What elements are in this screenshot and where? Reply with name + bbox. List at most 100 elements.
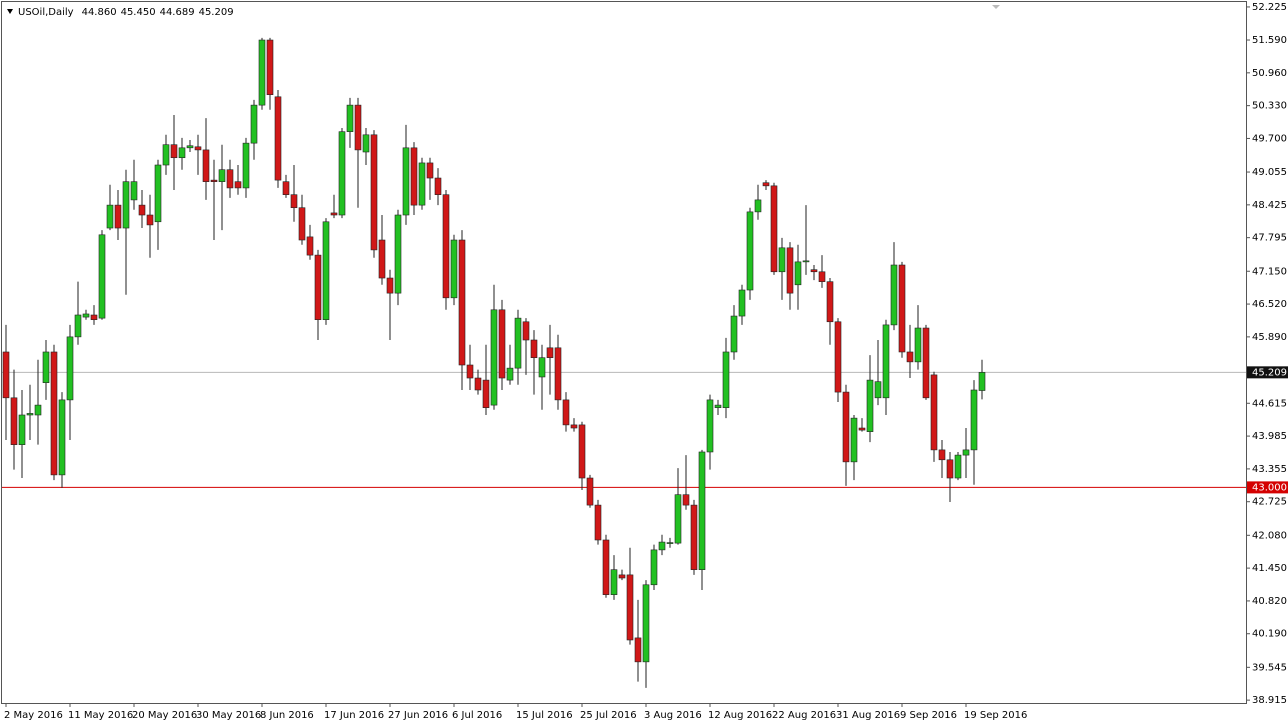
candle-body: [258, 39, 266, 106]
candle-body: [338, 131, 346, 216]
candle-body: [410, 147, 418, 206]
candle-body: [890, 264, 898, 326]
candle-body: [634, 637, 642, 663]
candle-body: [314, 254, 322, 320]
candle-body: [794, 261, 802, 286]
candle-body: [754, 199, 762, 213]
candle-body: [786, 247, 794, 294]
candle-body: [858, 427, 866, 431]
x-tick-label: 22 Aug 2016: [772, 710, 836, 721]
candle-body: [50, 351, 58, 476]
candle-body: [762, 182, 770, 187]
candle-body: [394, 214, 402, 294]
candle-body: [330, 212, 338, 216]
candle-body: [10, 397, 18, 445]
candle-body: [450, 239, 458, 299]
candle-body: [730, 315, 738, 353]
candle-body: [346, 104, 354, 132]
candle-body: [722, 351, 730, 409]
y-tick-label: 42.080: [1252, 530, 1287, 541]
y-tick-label: 50.330: [1252, 101, 1287, 112]
candle-body: [418, 162, 426, 206]
candle-body: [90, 314, 98, 320]
candle-body: [370, 134, 378, 251]
candle-body: [362, 134, 370, 153]
candle-body: [26, 413, 34, 416]
menu-triangle: [7, 9, 13, 14]
x-tick-label: 3 Aug 2016: [644, 710, 702, 721]
last-bar-value: 44.860: [82, 7, 117, 18]
candle-body: [458, 239, 466, 366]
candle-body: [666, 542, 674, 544]
level-badge: [1247, 481, 1288, 494]
candle-body: [978, 372, 986, 391]
last-bar-value: 45.209: [199, 7, 234, 18]
y-tick-label: 43.985: [1252, 431, 1287, 442]
candle-body: [202, 149, 210, 182]
candle-body: [778, 247, 786, 273]
candle-body: [578, 424, 586, 479]
last-bar-value: 45.450: [121, 7, 156, 18]
candle-body: [482, 379, 490, 409]
candle-body: [738, 289, 746, 317]
y-tick-label: 38.915: [1252, 695, 1287, 706]
candle-body: [906, 351, 914, 363]
candle-body: [538, 357, 546, 378]
candle-body: [154, 164, 162, 223]
candle-body: [434, 177, 442, 195]
candle-body: [298, 207, 306, 241]
x-tick-label: 12 Aug 2016: [708, 710, 772, 721]
candle-body: [306, 236, 314, 256]
candle-body: [210, 179, 218, 182]
y-tick-label: 40.190: [1252, 629, 1287, 640]
y-tick-label: 48.425: [1252, 200, 1287, 211]
candle-body: [810, 269, 818, 273]
candle-body: [626, 574, 634, 641]
candle-body: [674, 494, 682, 544]
y-tick-label: 42.725: [1252, 497, 1287, 508]
candle-body: [34, 404, 42, 416]
candle-body: [882, 324, 890, 399]
candle-body: [474, 377, 482, 391]
candle-body: [442, 194, 450, 299]
shift-marker: [992, 5, 1000, 9]
candle-body: [898, 264, 906, 353]
candle-body: [570, 424, 578, 429]
y-tick-label: 47.795: [1252, 233, 1287, 244]
candle-body: [746, 211, 754, 291]
candle-body: [66, 336, 74, 401]
candle-body: [18, 414, 26, 445]
candle-body: [122, 181, 130, 229]
x-tick-label: 2 May 2016: [4, 710, 63, 721]
candle-body: [954, 454, 962, 479]
candle-body: [522, 321, 530, 341]
candle-body: [874, 381, 882, 399]
y-tick-label: 40.820: [1252, 596, 1287, 607]
candle-body: [282, 181, 290, 195]
last-bar-values: 44.860 45.450 44.689 45.209: [82, 7, 234, 18]
candle-body: [554, 347, 562, 401]
y-tick-label: 51.590: [1252, 35, 1287, 46]
x-tick-label: 19 Sep 2016: [964, 710, 1027, 721]
candle-body: [826, 281, 834, 323]
candle-body: [690, 504, 698, 570]
candle-body: [42, 351, 50, 384]
candle-body: [146, 214, 154, 226]
candle-body: [130, 181, 138, 201]
candle-body: [970, 389, 978, 451]
y-tick-label: 41.450: [1252, 563, 1287, 574]
candle-body: [706, 399, 714, 453]
candle-body: [546, 347, 554, 359]
candle-body: [82, 313, 90, 318]
candle-body: [378, 239, 386, 279]
x-tick-label: 15 Jul 2016: [516, 710, 573, 721]
candle-body: [322, 221, 330, 320]
candle-body: [842, 391, 850, 463]
candle-body: [946, 459, 954, 479]
y-tick-label: 43.355: [1252, 464, 1287, 475]
candle-body: [698, 451, 706, 570]
candle-body: [74, 314, 82, 338]
y-tick-label: 49.055: [1252, 167, 1287, 178]
candle-body: [914, 327, 922, 363]
